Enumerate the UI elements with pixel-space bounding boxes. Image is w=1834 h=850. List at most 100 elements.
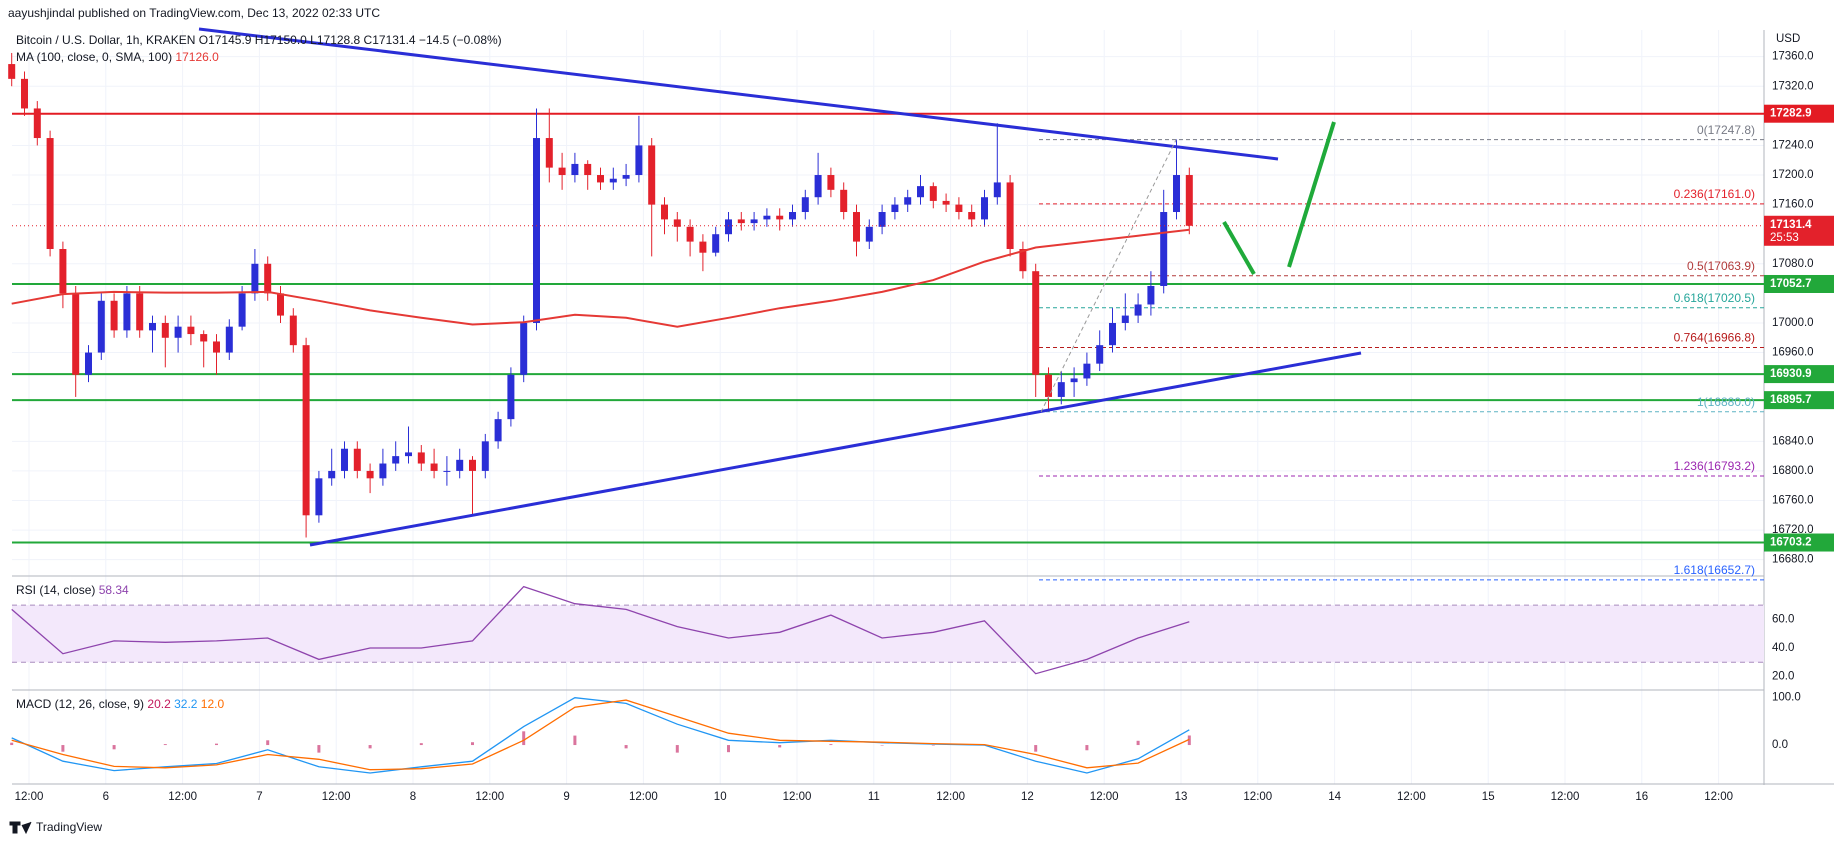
fib-label: 1.236(16793.2): [1674, 459, 1755, 473]
y-tick-label: 16800.0: [1772, 465, 1814, 477]
rsi-band: [12, 605, 1764, 662]
candle-body: [456, 460, 463, 471]
candle-body: [1032, 271, 1039, 375]
x-tick-label: 7: [256, 791, 262, 803]
candle-body: [21, 79, 28, 109]
macd-histogram-bar: [61, 745, 64, 752]
candle-body: [277, 293, 284, 315]
ma-legend: MA (100, close, 0, SMA, 100) 17126.0: [16, 50, 219, 64]
candle-body: [879, 212, 886, 227]
x-tick-label: 9: [563, 791, 569, 803]
candle-body: [341, 449, 348, 471]
rsi-value: 58.34: [99, 583, 129, 597]
candle-body: [840, 190, 847, 212]
level-label: 16703.2: [1770, 537, 1812, 549]
x-tick-label: 12:00: [1090, 791, 1119, 803]
candle-body: [379, 464, 386, 479]
macd-histogram-bar: [164, 744, 167, 745]
y-tick-label: 16840.0: [1772, 435, 1814, 447]
published: aayushjindal published on TradingView.co…: [8, 6, 380, 20]
macd-name: MACD (12, 26, close, 9): [16, 697, 144, 711]
macd-histogram-bar: [573, 736, 576, 745]
ohlc: O17145.9 H17150.0 L17128.8 C17131.4 −14.…: [199, 33, 502, 47]
macd-histogram-bar: [1137, 741, 1140, 745]
candle-body: [827, 175, 834, 190]
candle-body: [111, 301, 118, 331]
candle-body: [930, 186, 937, 201]
y-tick-label: 17080.0: [1772, 258, 1814, 270]
candle-body: [290, 316, 297, 346]
x-tick-label: 16: [1635, 791, 1648, 803]
x-tick-label: 12: [1021, 791, 1034, 803]
macd-tick-label: 0.0: [1772, 739, 1788, 751]
candle-body: [328, 471, 335, 478]
x-tick-label: 8: [410, 791, 416, 803]
fib-label: 1.618(16652.7): [1674, 563, 1755, 577]
macd-histogram-bar: [420, 743, 423, 745]
candle-body: [1109, 323, 1116, 345]
candle-body: [648, 145, 655, 204]
y-tick-label: 16680.0: [1772, 554, 1814, 566]
y-tick-label: 17240.0: [1772, 139, 1814, 151]
level-label: 16930.9: [1770, 368, 1812, 380]
candle-body: [405, 452, 412, 456]
candle-body: [1096, 345, 1103, 363]
candle-body: [571, 164, 578, 175]
candle-body: [34, 108, 41, 138]
candle-body: [738, 219, 745, 223]
x-tick-label: 12:00: [1243, 791, 1272, 803]
candle-body: [239, 293, 246, 326]
level-label: 17282.9: [1770, 108, 1812, 120]
x-tick-label: 13: [1175, 791, 1188, 803]
macd-tick-label: 100.0: [1772, 692, 1801, 704]
x-tick-label: 6: [103, 791, 109, 803]
macd-histogram-bar: [1085, 745, 1088, 750]
macd-histogram-bar: [1034, 745, 1037, 752]
candle-body: [1173, 175, 1180, 212]
y-tick-label: 17320.0: [1772, 80, 1814, 92]
macd-histogram-bar: [471, 742, 474, 745]
candle-body: [1058, 382, 1065, 397]
macd-histogram-bar: [727, 745, 730, 752]
candle-body: [1186, 175, 1193, 226]
macd-histogram-bar: [369, 745, 372, 748]
candle-body: [635, 145, 642, 175]
candle-body: [98, 301, 105, 353]
macd-histogram-bar: [522, 731, 525, 745]
currency: USD: [1776, 33, 1800, 45]
candle-body: [175, 327, 182, 338]
x-tick-label: 12:00: [475, 791, 504, 803]
macd-histogram-bar: [10, 743, 13, 745]
rsi-tick-label: 60.0: [1772, 613, 1794, 625]
y-tick-label: 17000.0: [1772, 317, 1814, 329]
symbol: Bitcoin / U.S. Dollar, 1h, KRAKEN O17145…: [16, 33, 502, 47]
signal-value: 12.0: [201, 697, 225, 711]
candle-body: [482, 441, 489, 471]
y-tick-label: 16960.0: [1772, 347, 1814, 359]
candle-body: [187, 327, 194, 334]
candle-body: [1007, 182, 1014, 249]
x-tick-label: 12:00: [1397, 791, 1426, 803]
candle-body: [520, 323, 527, 375]
candle-body: [866, 227, 873, 242]
candle-body: [853, 212, 860, 242]
y-tick-label: 17360.0: [1772, 51, 1814, 63]
footer: TradingView: [36, 820, 102, 834]
candle-body: [815, 175, 822, 197]
candle-body: [751, 219, 758, 223]
x-tick-label: 10: [714, 791, 727, 803]
candle-body: [968, 212, 975, 219]
candle-body: [1122, 316, 1129, 323]
candle-body: [1135, 304, 1142, 315]
ma-name: MA (100, close, 0, SMA, 100): [16, 50, 172, 64]
candle-body: [507, 375, 514, 419]
candle-body: [495, 419, 502, 441]
candle-body: [469, 460, 476, 471]
candle-body: [162, 323, 169, 338]
ma-value: 17126.0: [175, 50, 219, 64]
candle-body: [47, 138, 54, 249]
macd-histogram-bar: [266, 740, 269, 745]
candle-body: [789, 212, 796, 219]
x-tick-label: 12:00: [168, 791, 197, 803]
